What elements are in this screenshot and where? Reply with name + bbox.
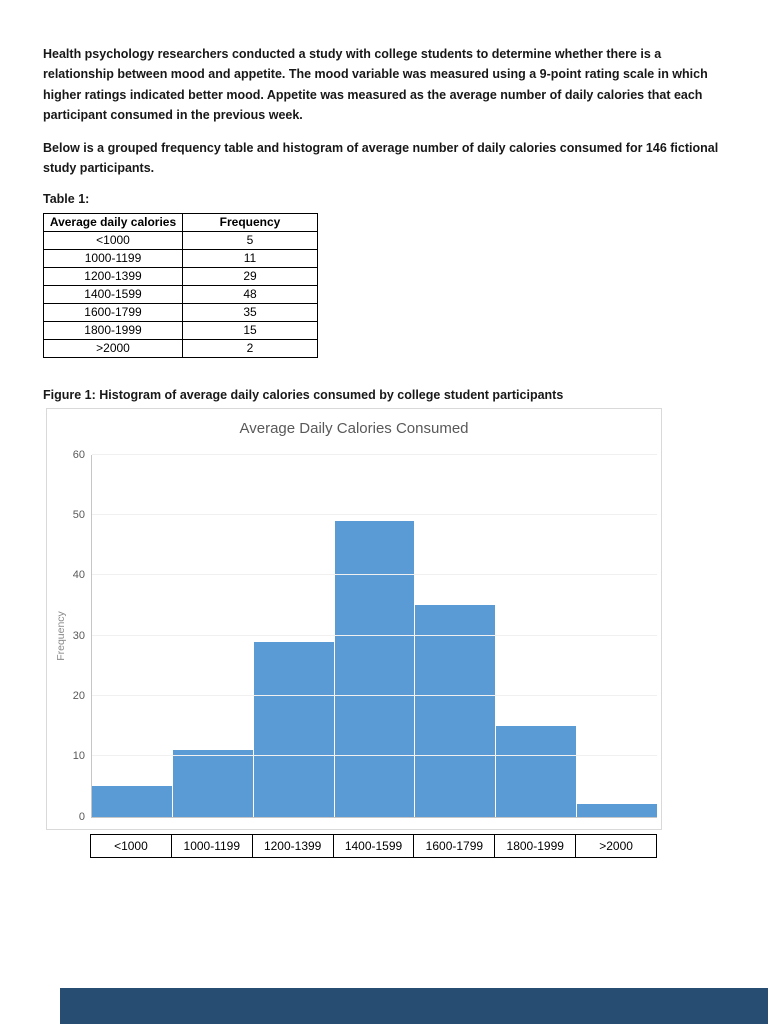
histogram-bar (334, 520, 416, 817)
gridline (92, 634, 657, 636)
table-row: 1400-1599 48 (43, 284, 318, 304)
footer-bar (60, 988, 768, 1024)
y-axis-tick-label: 50 (72, 508, 85, 521)
histogram-bar (577, 804, 658, 817)
calorie-range-cell: >2000 (43, 338, 183, 358)
frequency-table: Average daily calories Frequency <1000 5 1… (43, 212, 318, 358)
table-header-calories: Average daily calories (43, 212, 183, 232)
x-axis-labels: <1000 1000-1199 1200-1399 1400-1599 1600-179… (90, 833, 657, 858)
calorie-range-cell: <1000 (43, 230, 183, 250)
histogram-bar (253, 641, 335, 817)
x-axis-label: 1200-1399 (251, 834, 333, 857)
table-header-row: Average daily calories Frequency (43, 212, 318, 232)
frequency-cell: 29 (182, 266, 318, 286)
description-paragraph: Below is a grouped frequency table and h… (43, 141, 719, 176)
table-row: 1000-1199 11 (43, 248, 318, 268)
frequency-cell: 15 (182, 320, 318, 340)
table-row: 1800-1999 15 (43, 320, 318, 340)
gridline (92, 755, 657, 757)
y-axis-title: Frequency (55, 610, 67, 661)
frequency-cell: 35 (182, 302, 318, 322)
table-row: >2000 2 (43, 338, 318, 358)
document-page: Health psychology researchers conducted … (43, 47, 719, 858)
calorie-range-cell: 1200-1399 (43, 266, 183, 286)
gridline (92, 694, 657, 696)
frequency-cell: 48 (182, 284, 318, 304)
bars (92, 455, 658, 817)
calorie-range-cell: 1400-1599 (43, 284, 183, 304)
y-axis-tick-label: 60 (72, 448, 85, 461)
histogram-bar (92, 786, 173, 817)
gridline (92, 453, 657, 455)
x-axis-label: <1000 (114, 838, 148, 853)
histogram-bar (496, 726, 578, 817)
gridline (92, 574, 657, 576)
intro-paragraph: Health psychology researchers conducted … (43, 47, 708, 122)
frequency-cell: 2 (182, 338, 318, 358)
x-axis-label: 1000-1199 (170, 834, 252, 857)
table-row: 1600-1799 35 (43, 302, 318, 322)
figure-caption: Figure 1: Histogram of average daily cal… (43, 387, 564, 402)
y-axis-tick-label: 10 (72, 750, 85, 763)
x-axis-label: 1600-1799 (413, 834, 494, 857)
calorie-range-cell: 1800-1999 (43, 320, 183, 340)
y-axis-tick-label: 30 (72, 629, 85, 642)
x-axis-label: 1800-1999 (494, 834, 575, 857)
table-row: <1000 5 (43, 230, 318, 250)
table-label: Table 1: (43, 191, 90, 206)
chart-title: Average Daily Calories Consumed (239, 419, 469, 437)
histogram-bar (172, 750, 254, 817)
frequency-table-body: <1000 5 1000-1199 11 1200-1399 29 1400-1599 48 1… (43, 230, 318, 358)
frequency-cell: 11 (182, 248, 318, 268)
gridline (92, 513, 657, 515)
histogram-chart: Average Daily Calories Consumed Frequenc… (46, 407, 662, 830)
y-axis-tick-label: 20 (72, 689, 85, 702)
table-row: 1200-1399 29 (43, 266, 318, 286)
calorie-range-cell: 1000-1199 (43, 248, 183, 268)
table-header-frequency: Frequency (182, 212, 318, 232)
calorie-range-cell: 1600-1799 (43, 302, 183, 322)
y-axis-tick-label: 40 (72, 569, 85, 582)
plot-area: Frequency 0 10 20 30 40 50 60 (55, 449, 658, 823)
y-axis-tick-label: 0 (78, 810, 85, 823)
x-axis-label: 1400-1599 (332, 834, 414, 857)
x-axis-label: >2000 (575, 834, 656, 857)
frequency-cell: 5 (182, 230, 318, 250)
histogram-bar (415, 605, 497, 817)
